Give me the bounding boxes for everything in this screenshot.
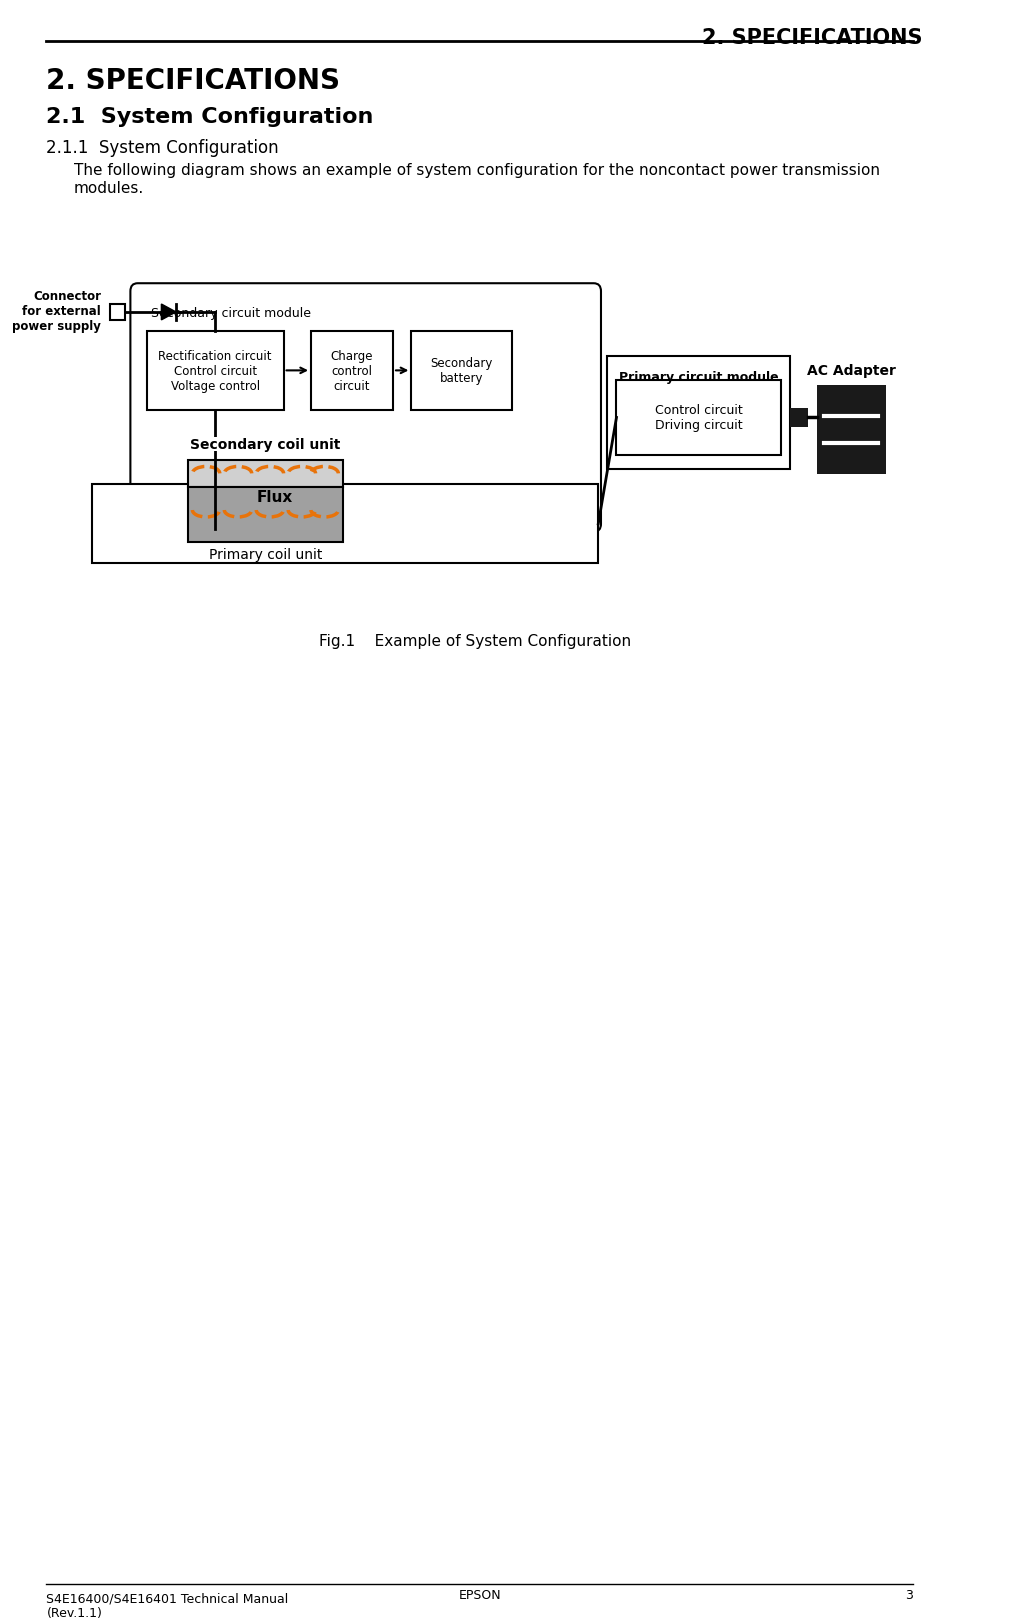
Bar <box>311 331 393 411</box>
Bar <box>790 409 808 428</box>
Text: 2. SPECIFICATIONS: 2. SPECIFICATIONS <box>46 67 340 96</box>
Polygon shape <box>162 305 176 321</box>
Text: Flux: Flux <box>257 490 293 505</box>
Bar <box>817 386 886 476</box>
Bar <box>146 331 284 411</box>
FancyBboxPatch shape <box>130 284 601 532</box>
Text: Charge
control
circuit: Charge control circuit <box>330 349 374 393</box>
Text: Control circuit
Driving circuit: Control circuit Driving circuit <box>654 404 742 432</box>
Text: Connector
for external
power supply: Connector for external power supply <box>12 291 101 333</box>
Bar <box>110 305 125 321</box>
Bar <box>92 485 598 565</box>
Text: Fig.1    Example of System Configuration: Fig.1 Example of System Configuration <box>319 633 631 649</box>
Text: Primary coil unit: Primary coil unit <box>209 547 322 562</box>
Text: The following diagram shows an example of system configuration for the noncontac: The following diagram shows an example o… <box>74 164 880 196</box>
Text: Rectification circuit
Control circuit
Voltage control: Rectification circuit Control circuit Vo… <box>159 349 272 393</box>
Bar <box>616 381 781 456</box>
Text: 3: 3 <box>905 1587 913 1600</box>
Text: Secondary
battery: Secondary battery <box>430 357 493 385</box>
Text: 2. SPECIFICATIONS: 2. SPECIFICATIONS <box>702 28 922 47</box>
Bar <box>188 489 342 542</box>
Text: EPSON: EPSON <box>459 1587 501 1600</box>
Text: Secondary coil unit: Secondary coil unit <box>190 437 340 451</box>
Text: 2.1.1  System Configuration: 2.1.1 System Configuration <box>46 138 279 156</box>
Text: S4E16400/S4E16401 Technical Manual
(Rev.1.1): S4E16400/S4E16401 Technical Manual (Rev.… <box>46 1592 289 1620</box>
Bar <box>411 331 512 411</box>
Text: AC Adapter: AC Adapter <box>807 364 896 378</box>
Text: Secondary circuit module: Secondary circuit module <box>152 307 311 320</box>
Bar <box>607 357 790 471</box>
Text: 2.1  System Configuration: 2.1 System Configuration <box>46 107 374 127</box>
Bar <box>188 461 342 489</box>
Text: Primary circuit module: Primary circuit module <box>619 372 779 385</box>
